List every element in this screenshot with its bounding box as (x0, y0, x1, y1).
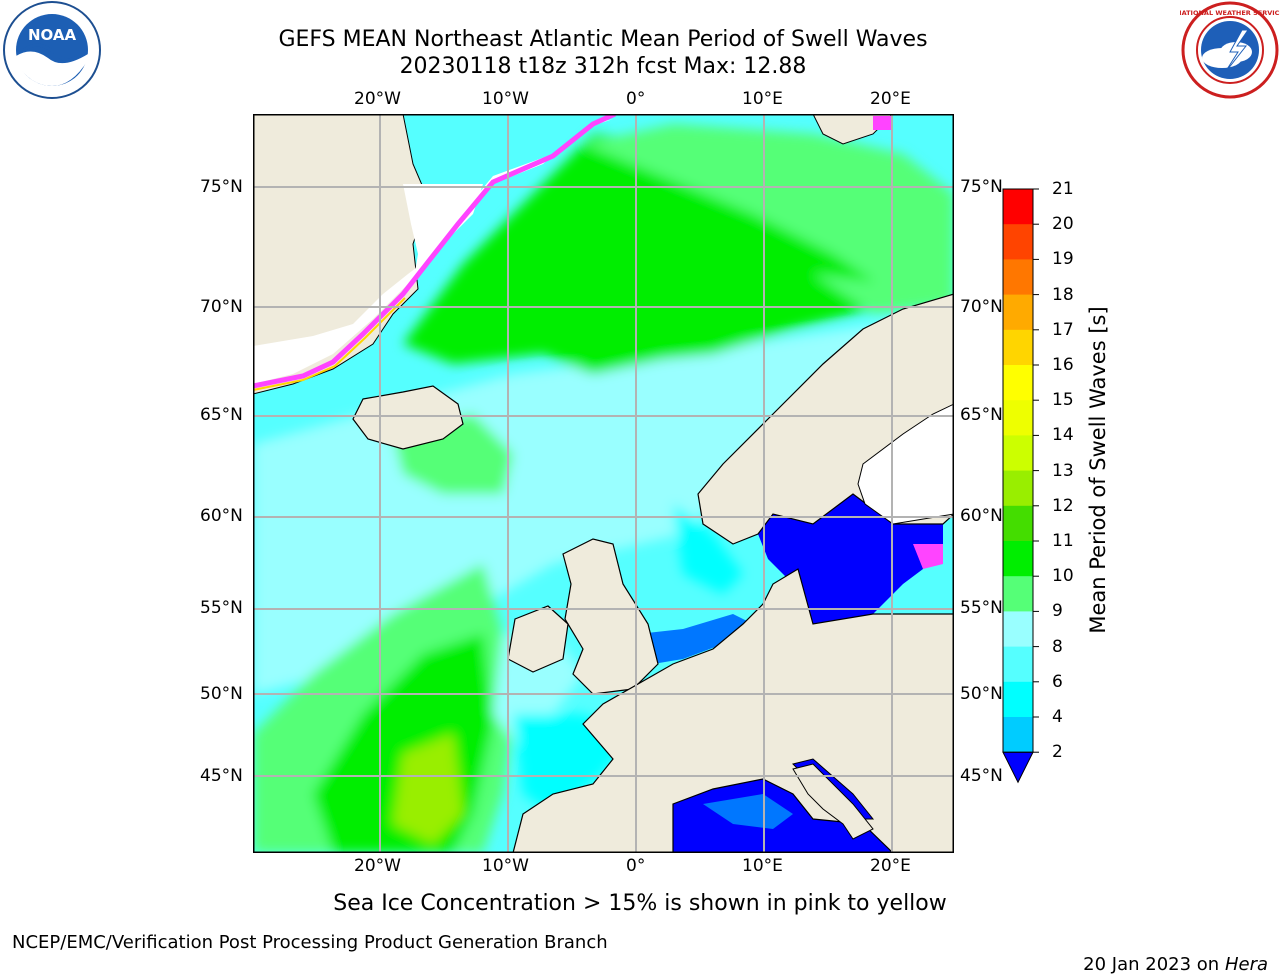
colorbar-tick-label: 16 (1052, 355, 1074, 375)
colorbar-tick-label: 9 (1052, 601, 1063, 622)
footer-host: Hera (1224, 954, 1268, 975)
chart-title: GEFS MEAN Northeast Atlantic Mean Period… (278, 27, 928, 52)
lat-label-left-70n: 70°N (200, 297, 243, 317)
lat-label-left-45n: 45°N (200, 766, 243, 786)
lat-label-right-65n: 65°N (960, 405, 1003, 425)
sea-ice-edge (252, 111, 617, 389)
colorbar-segment (1003, 189, 1033, 225)
colorbar-segment (1003, 646, 1033, 683)
colorbar-tick-label: 8 (1052, 636, 1063, 657)
italy-landmass (792, 763, 874, 840)
colorbar-tick-label: 18 (1052, 284, 1074, 305)
lon-label-top-20e: 20°E (870, 89, 911, 109)
colorbar-tick-label: 14 (1052, 425, 1074, 446)
lon-label-bottom-20e: 20°E (870, 856, 911, 876)
footer-date-text: 20 Jan 2023 on (1083, 954, 1225, 975)
lat-label-right-70n: 70°N (960, 297, 1003, 317)
colorbar-tick-label: 4 (1052, 707, 1063, 727)
lat-label-right-60n: 60°N (960, 506, 1003, 526)
colorbar-tick-label: 17 (1052, 319, 1074, 340)
colorbar-tick-label: 21 (1052, 179, 1074, 199)
lat-label-left-55n: 55°N (200, 598, 243, 618)
lat-label-right-45n: 45°N (960, 766, 1003, 786)
colorbar-tick-label: 11 (1052, 531, 1074, 551)
noaa-logo-text: NOAA (28, 26, 77, 44)
lon-label-top-10w: 10°W (482, 89, 529, 109)
colorbar-segment (1003, 470, 1033, 507)
lon-label-bottom-20w: 20°W (354, 856, 401, 876)
lat-label-right-50n: 50°N (960, 684, 1003, 704)
colorbar-tick-label: 20 (1052, 214, 1074, 235)
colorbar-segment (1003, 576, 1033, 612)
lon-label-top-10e: 10°E (742, 89, 783, 109)
noaa-logo: NOAA (2, 0, 102, 100)
colorbar-tick-label: 12 (1052, 495, 1074, 516)
colorbar-tick-label: 19 (1052, 249, 1074, 270)
lat-label-right-55n: 55°N (960, 598, 1003, 618)
colorbar-segment (1003, 611, 1033, 648)
greenland-landmass (252, 113, 429, 395)
colorbar-tick-label: 6 (1052, 671, 1063, 692)
colorbar-segment (1003, 259, 1033, 296)
continental-europe-landmass (512, 568, 955, 854)
colorbar-tick-label: 10 (1052, 566, 1074, 587)
chart-subtitle: 20230118 t18z 312h fcst Max: 12.88 (399, 54, 807, 79)
map-panel (252, 111, 955, 854)
lon-label-bottom-10e: 10°E (742, 856, 783, 876)
colorbar-segment (1003, 717, 1033, 753)
colorbar-segment (1003, 365, 1033, 401)
nws-logo-text: NATIONAL WEATHER SERVICE (1180, 9, 1280, 17)
colorbar-extend-arrow (1002, 751, 1034, 784)
colorbar (1000, 186, 1040, 786)
colorbar-tick-label: 13 (1052, 460, 1074, 481)
colorbar-segment (1003, 681, 1033, 718)
colorbar-segment (1003, 224, 1033, 260)
colorbar-tick-label: 15 (1052, 390, 1074, 411)
lat-label-right-75n: 75°N (960, 177, 1003, 197)
colorbar-segment (1003, 294, 1033, 331)
nws-logo: NATIONAL WEATHER SERVICE (1176, 0, 1280, 100)
colorbar-tick-label: 2 (1052, 742, 1063, 763)
colorbar-segment (1003, 400, 1033, 436)
colorbar-segment (1003, 541, 1033, 577)
lat-label-left-65n: 65°N (200, 405, 243, 425)
footer-date: 20 Jan 2023 on Hera (1072, 932, 1268, 976)
lat-label-left-75n: 75°N (200, 177, 243, 197)
colorbar-segment (1003, 329, 1033, 366)
colorbar-segment (1003, 505, 1033, 542)
lat-label-left-60n: 60°N (200, 506, 243, 526)
lon-label-bottom-0: 0° (626, 856, 646, 876)
lon-label-top-0: 0° (626, 89, 646, 109)
lon-label-bottom-10w: 10°W (482, 856, 529, 876)
lon-label-top-20w: 20°W (354, 89, 401, 109)
lat-label-left-50n: 50°N (200, 684, 243, 704)
colorbar-title: Mean Period of Swell Waves [s] (1086, 306, 1110, 634)
graticule (253, 114, 954, 853)
footer-credit: NCEP/EMC/Verification Post Processing Pr… (12, 932, 608, 953)
colorbar-segment (1003, 435, 1033, 472)
sea-ice-note: Sea Ice Concentration > 15% is shown in … (333, 891, 947, 916)
north-sea-blue (638, 614, 753, 664)
